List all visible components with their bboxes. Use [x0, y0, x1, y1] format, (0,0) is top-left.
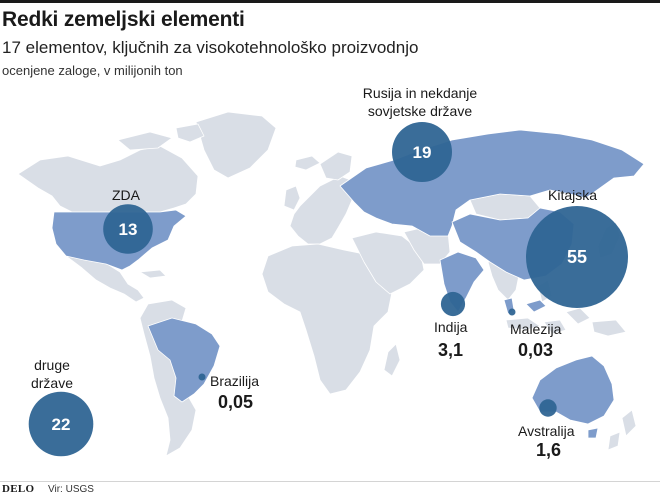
land-middle-east: [351, 231, 425, 295]
bubble-value-zda: 13: [119, 220, 138, 239]
land-mexico: [65, 255, 145, 303]
unit-note: ocenjene zaloge, v milijonih ton: [2, 63, 183, 78]
bubble-zda: [103, 204, 153, 254]
label-avstralija: Avstralija: [518, 423, 575, 439]
value-avstralija: 1,6: [536, 440, 562, 460]
land-africa: [261, 243, 393, 395]
source-note: Vir: USGS: [48, 484, 94, 495]
value-brazilija: 0,05: [218, 392, 254, 412]
value-indija: 3,1: [438, 340, 464, 360]
land-iceland: [294, 155, 321, 171]
page-title: Redki zemeljski elementi: [2, 8, 245, 31]
label-brazilija: Brazilija: [210, 373, 260, 389]
bubble-avstralija: [539, 399, 557, 417]
label-kitajska: Kitajska: [548, 187, 598, 203]
land-uk: [283, 185, 301, 211]
bubble-kitajska: [526, 206, 628, 308]
land-canada: [17, 145, 199, 213]
label-indija: Indija: [434, 319, 468, 335]
bubble-value-rusija: 19: [413, 143, 432, 162]
bubble-druge: [28, 391, 94, 457]
land-arctic-islands: [117, 131, 173, 151]
footer-rule: [0, 481, 660, 482]
bubble-brazilija: [198, 373, 206, 381]
label-zda: ZDA: [112, 187, 140, 203]
bubble-indija: [440, 291, 466, 317]
page-subtitle: 17 elementov, ključnih za visokotehnološ…: [2, 38, 419, 57]
delo-logo: DELO: [2, 483, 35, 495]
label-malezija: Malezija: [510, 321, 562, 337]
bubble-value-druge: 22: [52, 415, 71, 434]
bubble-malezija: [508, 308, 516, 316]
country-brazil: [147, 317, 221, 403]
top-rule: [0, 0, 660, 3]
label-rusija: Rusija in nekdanje sovjetske države: [362, 85, 478, 119]
bubble-value-kitajska: 55: [567, 247, 587, 267]
label-druge: druge države: [30, 357, 74, 391]
land-greenland: [195, 111, 277, 179]
value-malezija: 0,03: [518, 340, 554, 360]
bubble-rusija: [392, 122, 452, 182]
